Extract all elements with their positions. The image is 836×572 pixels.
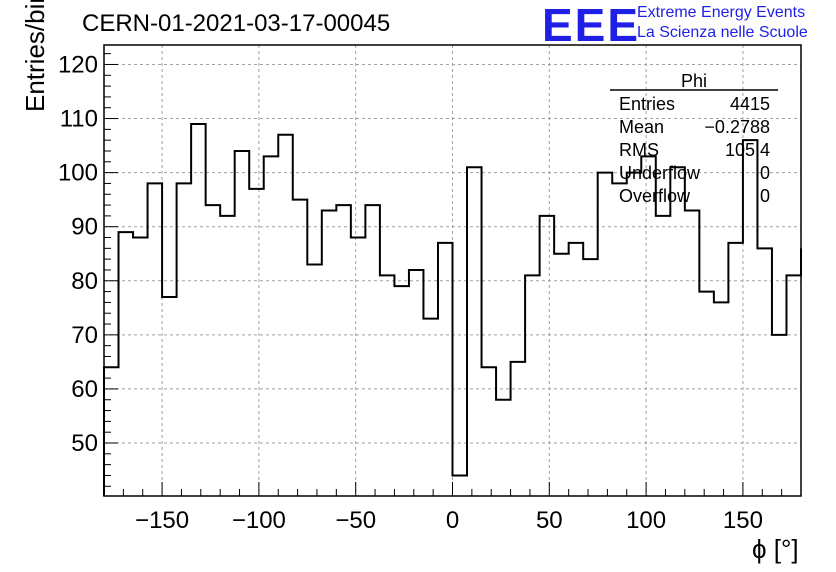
x-axis-label: ϕ [°]	[752, 534, 799, 564]
y-tick-label: 70	[71, 322, 98, 349]
stats-label: Entries	[619, 94, 675, 114]
stats-value: −0.2788	[704, 117, 770, 137]
y-tick-label: 110	[60, 106, 98, 133]
y-tick-label: 100	[58, 160, 98, 187]
histogram-series	[103, 122, 802, 496]
y-tick-label: 120	[58, 51, 98, 78]
x-tick-label: 150	[723, 507, 763, 534]
y-tick-label: 50	[71, 430, 98, 457]
stats-value: 0	[760, 186, 770, 206]
stats-value: 105.4	[725, 140, 770, 160]
stats-value: 0	[760, 163, 770, 183]
stats-label: Mean	[619, 117, 664, 137]
stats-label: Underflow	[619, 163, 701, 183]
stats-title: Phi	[681, 71, 707, 91]
stats-label: RMS	[619, 140, 659, 160]
x-tick-label: −150	[135, 507, 189, 534]
x-tick-label: 100	[626, 507, 666, 534]
y-tick-label: 60	[71, 376, 98, 403]
y-tick-label: 80	[71, 268, 98, 295]
stats-label: Overflow	[619, 186, 691, 206]
x-tick-label: −50	[335, 507, 376, 534]
x-tick-label: 50	[536, 507, 563, 534]
logo-line-2: La Scienza nelle Scuole	[637, 24, 808, 41]
logo-line-1: Extreme Energy Events	[637, 4, 806, 21]
y-tick-label: 90	[71, 214, 98, 241]
plot-title: CERN-01-2021-03-17-00045	[82, 10, 391, 37]
x-tick-label: 0	[446, 507, 459, 534]
stats-value: 4415	[730, 94, 770, 114]
x-tick-label: −100	[232, 507, 286, 534]
eee-logo: EEE	[542, 0, 641, 51]
